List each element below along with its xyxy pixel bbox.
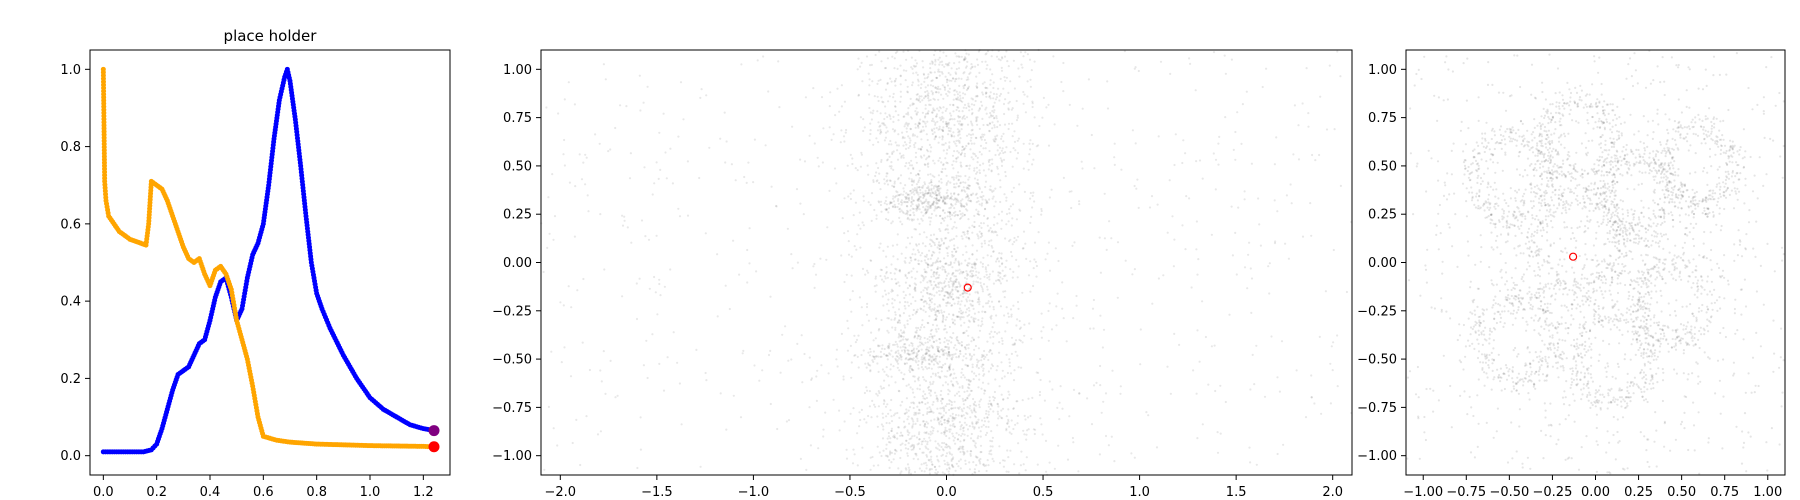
y-tick-label: 0.8 [60, 140, 81, 155]
x-tick-label: −1.5 [641, 485, 673, 500]
x-tick-label: −1.0 [738, 485, 770, 500]
x-tick-label: 0.2 [146, 485, 167, 500]
marker-ring [1569, 252, 1578, 261]
x-tick-label: −0.50 [1489, 485, 1529, 500]
y-tick-label: 0.00 [503, 256, 532, 271]
x-tick-label: 0.25 [1624, 485, 1653, 500]
y-tick-label: 0.4 [60, 295, 81, 310]
y-tick-label: 0.25 [1368, 208, 1397, 223]
x-tick-label: 0.4 [200, 485, 221, 500]
y-tick-label: −0.50 [492, 353, 532, 368]
y-tick-label: −0.75 [492, 401, 532, 416]
x-tick-label: 2.0 [1322, 485, 1343, 500]
y-tick-label: 0.00 [1368, 256, 1397, 271]
x-tick-label: −0.25 [1533, 485, 1573, 500]
y-tick-label: 0.50 [1368, 159, 1397, 174]
chart-3: −1.00 −0.75 −0.50 −0.25 0.00 0.25 0.50 0.75 1.00… [1357, 49, 1786, 500]
x-tick-label: −2.0 [545, 485, 577, 500]
x-tick-label: 1.0 [1129, 485, 1150, 500]
highlight-point [428, 425, 440, 437]
y-tick-label: −0.25 [1357, 304, 1397, 319]
x-tick-label: −0.75 [1446, 485, 1486, 500]
plot-frame [89, 49, 451, 476]
y-tick-label: 0.50 [503, 159, 532, 174]
series-2 [100, 66, 437, 450]
y-tick-label: 1.00 [503, 63, 532, 78]
x-tick-label: 1.5 [1226, 485, 1247, 500]
y-tick-label: 0.75 [1368, 111, 1397, 126]
y-tick-label: −0.25 [492, 304, 532, 319]
x-tick-label: 0.00 [1581, 485, 1610, 500]
x-tick-label: −1.00 [1403, 485, 1443, 500]
y-tick-label: 0.25 [503, 208, 532, 223]
y-tick-label: −1.00 [1357, 449, 1397, 464]
series-1 [100, 66, 437, 455]
highlight-point [428, 441, 440, 453]
y-tick-label: −0.75 [1357, 401, 1397, 416]
density-cloud [540, 48, 1353, 476]
x-tick-label: 0.6 [253, 485, 274, 500]
chart-title: place holder [224, 27, 318, 45]
density-cloud [1406, 49, 1785, 475]
x-tick-label: 0.8 [306, 485, 327, 500]
marker-ring [963, 283, 972, 292]
x-tick-label: 1.00 [1753, 485, 1782, 500]
plot-frame [1405, 49, 1786, 476]
y-tick-label: 0.6 [60, 217, 81, 232]
x-tick-label: 1.2 [413, 485, 434, 500]
x-tick-label: 0.0 [936, 485, 957, 500]
x-tick-label: 0.5 [1033, 485, 1054, 500]
y-tick-label: 0.0 [60, 449, 81, 464]
y-tick-label: 0.2 [60, 372, 81, 387]
x-tick-label: −0.5 [834, 485, 866, 500]
y-tick-label: 1.00 [1368, 63, 1397, 78]
x-tick-label: 0.75 [1710, 485, 1739, 500]
y-tick-label: −1.00 [492, 449, 532, 464]
y-tick-label: 0.75 [503, 111, 532, 126]
x-tick-label: 0.0 [93, 485, 114, 500]
x-tick-label: 1.0 [360, 485, 381, 500]
y-tick-label: −0.50 [1357, 353, 1397, 368]
x-tick-label: 0.50 [1667, 485, 1696, 500]
y-tick-label: 1.0 [60, 63, 81, 78]
chart-1: 0.0 0.2 0.4 0.6 0.8 1.0 1.2 0.0 0.2 0.4 0.6 0.8 1.0 p… [60, 27, 451, 500]
chart-2: −2.0 −1.5 −1.0 −0.5 0.0 0.5 1.0 1.5 2.0 −1.00 −0.7… [492, 48, 1353, 500]
